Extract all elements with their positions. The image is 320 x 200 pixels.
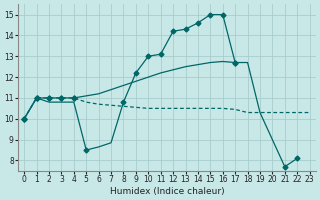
X-axis label: Humidex (Indice chaleur): Humidex (Indice chaleur)	[109, 187, 224, 196]
